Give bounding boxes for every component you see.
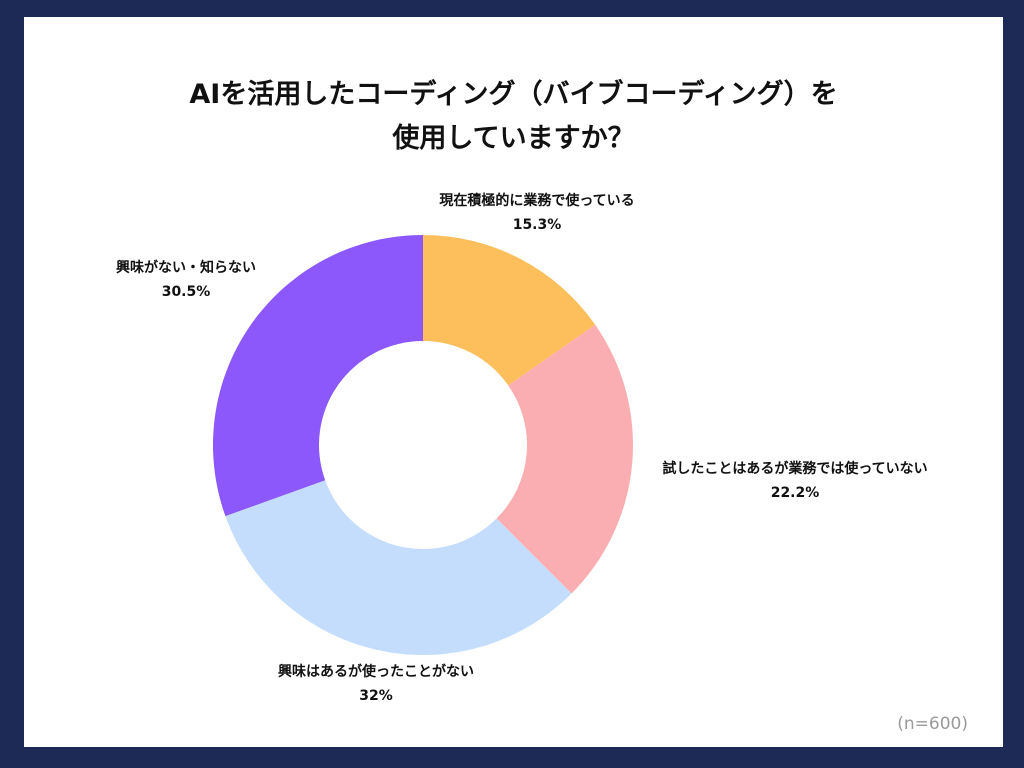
slice-label-1-value: 22.2% bbox=[771, 485, 820, 501]
slice-label-1-name: 試したことはあるが業務では使っていない bbox=[662, 460, 927, 477]
chart-title: AIを活用したコーディング（バイブコーディング）を 使用していますか？ bbox=[24, 73, 1003, 161]
slice-label-3-name: 興味がない・知らない bbox=[116, 259, 256, 276]
donut-slices bbox=[213, 235, 633, 655]
sample-size-note: (n=600) bbox=[897, 714, 968, 734]
slice-label-2-value: 32% bbox=[359, 688, 393, 704]
donut-chart: 現在積極的に業務で使っている 15.3% 試したことはあるが業務では使っていない… bbox=[116, 192, 928, 704]
chart-title-line-2: 使用していますか？ bbox=[392, 123, 635, 154]
slice-label-3-value: 30.5% bbox=[162, 284, 211, 300]
slice-label-0-name: 現在積極的に業務で使っている bbox=[439, 192, 634, 209]
donut-slice-0 bbox=[423, 235, 596, 386]
donut-slice-1 bbox=[496, 324, 633, 594]
chart-title-line-1: AIを活用したコーディング（バイブコーディング）を bbox=[189, 79, 838, 110]
slice-label-0-value: 15.3% bbox=[513, 217, 562, 233]
donut-slice-2 bbox=[225, 480, 572, 655]
chart-card: AIを活用したコーディング（バイブコーディング）を 使用していますか？ 現在積極… bbox=[24, 17, 1003, 747]
donut-slice-3 bbox=[213, 235, 423, 517]
slice-label-2-name: 興味はあるが使ったことがない bbox=[278, 663, 474, 680]
